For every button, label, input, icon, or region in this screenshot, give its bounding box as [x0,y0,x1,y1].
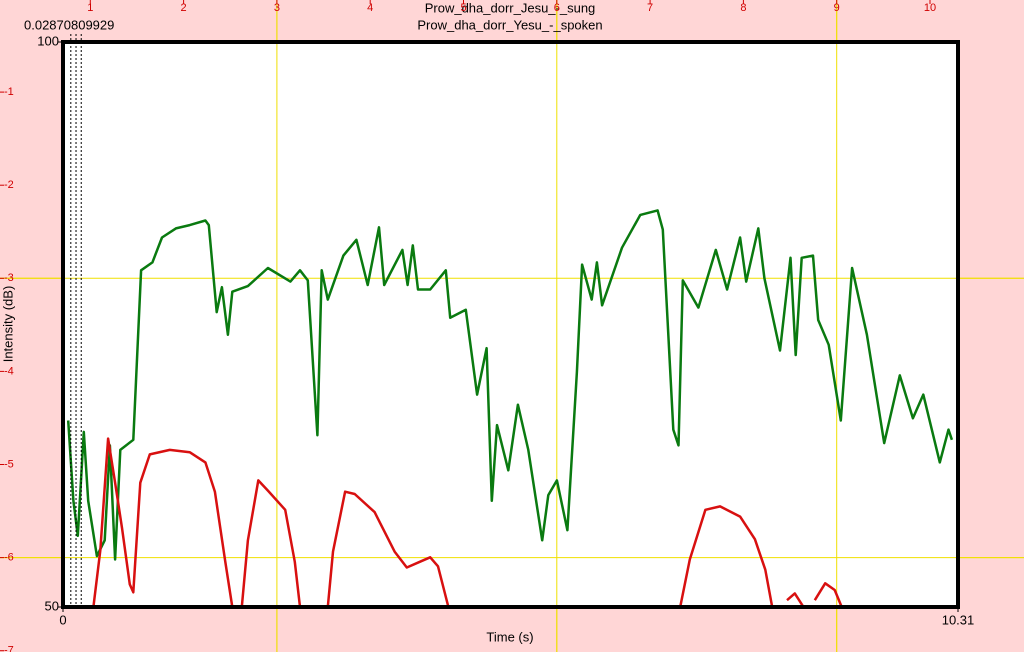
chart-title: Prow_dha_dorr_Jesu_-_sung [425,0,596,15]
overlay-x-tick-label: 6 [554,2,560,14]
overlay-y-tick-label: -3 [4,272,14,284]
chart-subtitle: Prow_dha_dorr_Yesu_-_spoken [417,17,602,32]
overlay-y-tick-label: -4 [4,365,14,377]
y-tick-label: 100 [37,33,59,48]
overlay-y-tick-label: -5 [4,458,14,470]
series-line [92,437,843,607]
y-tick-label: 50 [45,598,59,613]
overlay-x-tick-label: 1 [87,2,93,14]
overlay-y-tick-label: -6 [4,552,14,564]
overlay-x-tick-label: 8 [740,2,746,14]
overlay-x-tick-label: 7 [647,2,653,14]
overlay-y-tick-label: -2 [4,179,14,191]
overlay-y-tick-label: -1 [4,86,14,98]
series-line [66,209,954,561]
x-tick-label: 0 [59,612,66,627]
overlay-y-tick-label: -7 [4,645,14,652]
overlay-x-tick-label: 2 [181,2,187,14]
overlay-x-tick-label: 4 [367,2,373,14]
overlay-x-tick-label: 5 [460,2,466,14]
cursor-label: 0.02870809929 [24,17,114,32]
plot-frame [61,40,960,609]
x-axis-label: Time (s) [486,629,533,644]
overlay-x-tick-label: 9 [834,2,840,14]
overlay-x-tick-label: 3 [274,2,280,14]
overlay-x-tick-label: 10 [924,2,936,14]
x-tick-label: 10.31 [942,612,975,627]
y-axis-label: Intensity (dB) [0,286,15,363]
plot-area [63,42,958,607]
